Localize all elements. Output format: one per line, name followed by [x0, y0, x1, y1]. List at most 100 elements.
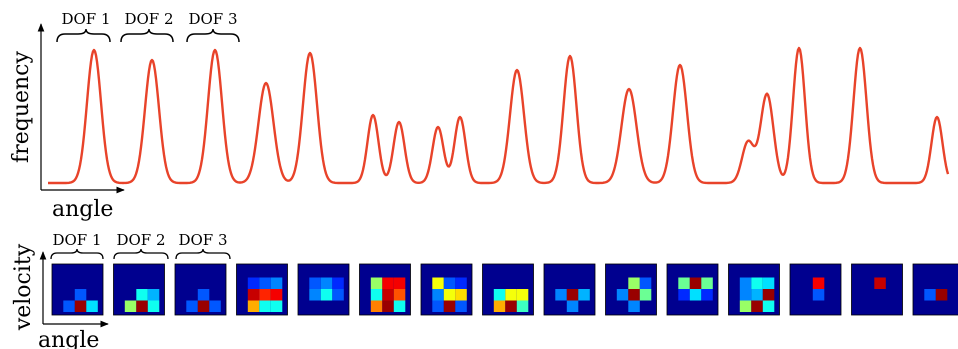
heatmap-tile-2	[113, 263, 165, 316]
heatmap-cell	[197, 300, 210, 312]
velocity-panel: velocity angle DOF 1 DOF 2 DOF 3	[11, 231, 958, 349]
heatmap-cell	[136, 300, 148, 312]
heatmap-cell	[443, 277, 456, 289]
heatmap-cell	[739, 277, 752, 289]
heatmap-cell	[309, 277, 321, 289]
heatmap-cell	[247, 289, 260, 301]
heatmap-cell	[382, 289, 394, 301]
heatmap-cell	[247, 277, 260, 289]
heatmap-cell	[147, 300, 160, 312]
heatmap-cell	[432, 277, 444, 289]
heatmap-cell	[516, 300, 529, 312]
heatmap-tile-13	[789, 263, 842, 316]
heatmap-tile-7	[420, 263, 473, 316]
heatmap-cell	[924, 289, 936, 301]
heatmap-cell	[393, 277, 406, 289]
heatmap-cell	[678, 277, 690, 289]
top-dof-3-brace	[186, 28, 240, 43]
heatmap-cell	[74, 289, 87, 301]
heatmap-cell	[493, 289, 506, 301]
frequency-axis-label: frequency	[9, 50, 34, 162]
heatmap-cell	[555, 289, 567, 301]
heatmap-cell	[370, 277, 383, 289]
heatmap-cell	[701, 277, 713, 289]
heatmap-cell	[74, 300, 87, 312]
top-dof-3-label: DOF 3	[188, 10, 237, 28]
heatmap-cell	[259, 277, 271, 289]
heatmap-cell	[812, 277, 825, 289]
heatmap-cell	[616, 289, 629, 301]
top-angle-label: angle	[52, 197, 113, 222]
heatmap-cell	[443, 289, 456, 301]
bottom-dof-2-brace	[113, 248, 169, 260]
heatmap-cell	[751, 300, 763, 312]
heatmap-cell	[739, 300, 752, 312]
heatmap-cell	[701, 289, 713, 301]
heatmap-cell	[393, 300, 406, 312]
heatmap-cell	[136, 289, 148, 301]
heatmap-cell	[86, 300, 98, 312]
heatmap-cell	[332, 277, 344, 289]
heatmap-tile-1	[51, 263, 104, 316]
heatmap-cell	[247, 300, 260, 312]
heatmap-cell	[382, 300, 394, 312]
heatmap-cell	[566, 300, 579, 312]
heatmap-cell	[186, 300, 198, 312]
heatmap-cell	[124, 300, 137, 312]
heatmap-cell	[762, 289, 775, 301]
heatmap-cell	[443, 300, 456, 312]
heatmap-cell	[455, 300, 467, 312]
heatmap-cell	[678, 289, 690, 301]
top-dof-2-brace	[120, 28, 174, 43]
heatmap-tile-11	[666, 263, 719, 316]
bottom-dof-1-brace	[50, 248, 104, 260]
heatmap-cell	[639, 277, 652, 289]
heatmap-cell	[259, 289, 271, 301]
heatmap-tile-background	[851, 263, 903, 316]
heatmap-cell	[628, 277, 640, 289]
heatmap-cell	[270, 300, 283, 312]
bottom-angle-label: angle	[38, 328, 99, 349]
heatmap-cell	[432, 289, 444, 301]
heatmap-tile-14	[851, 263, 903, 316]
heatmap-tile-12	[728, 263, 780, 316]
heatmap-tile-6	[359, 263, 411, 316]
bottom-dof-2-label: DOF 2	[116, 231, 165, 249]
heatmap-cell	[493, 300, 506, 312]
heatmap-tile-10	[605, 263, 657, 316]
heatmap-cell	[628, 300, 640, 312]
heatmap-tile-4	[236, 263, 288, 316]
heatmap-cell	[270, 289, 283, 301]
heatmap-cell	[739, 289, 752, 301]
heatmap-cell	[370, 289, 383, 301]
top-dof-1-brace	[56, 28, 111, 43]
heatmap-cell	[209, 300, 221, 312]
heatmap-cell	[762, 277, 775, 289]
heatmap-cell	[935, 289, 948, 301]
heatmap-cell	[751, 277, 763, 289]
heatmap-tile-9	[543, 263, 596, 316]
heatmap-cell	[320, 289, 333, 301]
heatmap-cell	[628, 289, 640, 301]
heatmap-cell	[874, 277, 886, 289]
heatmap-cell	[382, 277, 394, 289]
heatmap-cell	[197, 289, 210, 301]
heatmap-cell	[689, 277, 702, 289]
heatmap-cell	[578, 289, 590, 301]
heatmap-cell	[393, 289, 406, 301]
heatmap-tile-15	[912, 263, 958, 316]
heatmap-tile-8	[482, 263, 534, 316]
heatmap-cell	[505, 289, 517, 301]
bottom-dof-3-label: DOF 3	[178, 231, 227, 249]
top-dof-2-label: DOF 2	[124, 10, 173, 28]
heatmap-cell	[147, 289, 160, 301]
bottom-dof-3-brace	[175, 248, 231, 260]
heatmap-cell	[689, 289, 702, 301]
velocity-axis-label: velocity	[11, 243, 36, 331]
heatmap-cell	[309, 289, 321, 301]
heatmap-cell	[505, 300, 517, 312]
heatmap-cell	[812, 289, 825, 301]
heatmap-tile-3	[174, 263, 227, 316]
heatmap-cell	[455, 277, 467, 289]
